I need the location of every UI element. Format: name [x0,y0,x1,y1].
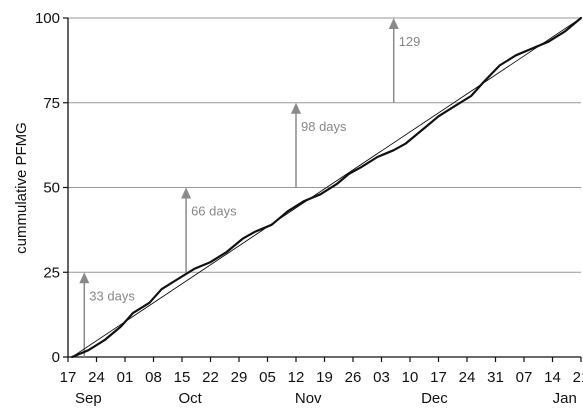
month-label: Dec [421,390,448,407]
x-tick-label: 21 [573,369,583,386]
x-tick-label: 14 [544,369,561,386]
x-tick-label: 07 [516,369,533,386]
x-tick-label: 22 [202,369,219,386]
x-tick-label: 31 [487,369,504,386]
y-tick-label: 50 [43,180,60,197]
y-tick-label: 25 [43,264,60,281]
annotation-arrow-head [181,187,192,199]
month-label: Nov [295,390,322,407]
y-axis-label: cummulative PFMG [13,122,30,254]
gridlines [68,17,581,273]
month-labels: Sep Oct Nov Dec Jan [75,390,577,407]
axes [63,17,582,362]
month-label: Jan [553,390,577,407]
x-tick-labels: 17 24 01 08 15 22 29 05 12 19 26 03 10 17 24 31 07 14 21 [60,369,583,386]
month-label: Sep [75,390,102,407]
x-tick-label: 17 [430,369,447,386]
y-tick-label: 75 [43,95,60,112]
annotation-arrow-head [291,102,301,114]
x-tick-label: 26 [345,369,362,386]
annotation-label: 66 days [191,204,237,219]
x-tick-label: 10 [402,369,419,386]
x-tick-label: 15 [174,369,191,386]
y-tick-labels: 0 25 50 75 100 [35,10,60,366]
month-label: Oct [178,390,202,407]
annotation-label: 33 days [89,288,135,303]
x-tick-label: 24 [88,369,105,386]
annotations: 33 days 66 days 98 days 129 [79,18,420,357]
annotation-arrow-head [388,18,399,29]
annotation-arrow-head [79,272,90,284]
x-tick-label: 03 [373,369,390,386]
x-tick-label: 12 [288,369,305,386]
x-tick-label: 29 [231,369,248,386]
x-tick-label: 08 [145,369,162,386]
y-tick-label: 0 [52,349,60,366]
x-tick-label: 19 [316,369,333,386]
x-tick-label: 17 [60,369,77,386]
annotation-label: 129 [399,34,421,49]
x-tick-label: 24 [459,369,476,386]
y-tick-label: 100 [35,10,60,27]
cumulative-series-line [70,16,583,359]
x-tick-label: 05 [259,369,276,386]
linear-reference-line [71,17,582,358]
series [70,16,583,359]
annotation-label: 98 days [301,119,347,134]
x-tick-label: 01 [117,369,134,386]
